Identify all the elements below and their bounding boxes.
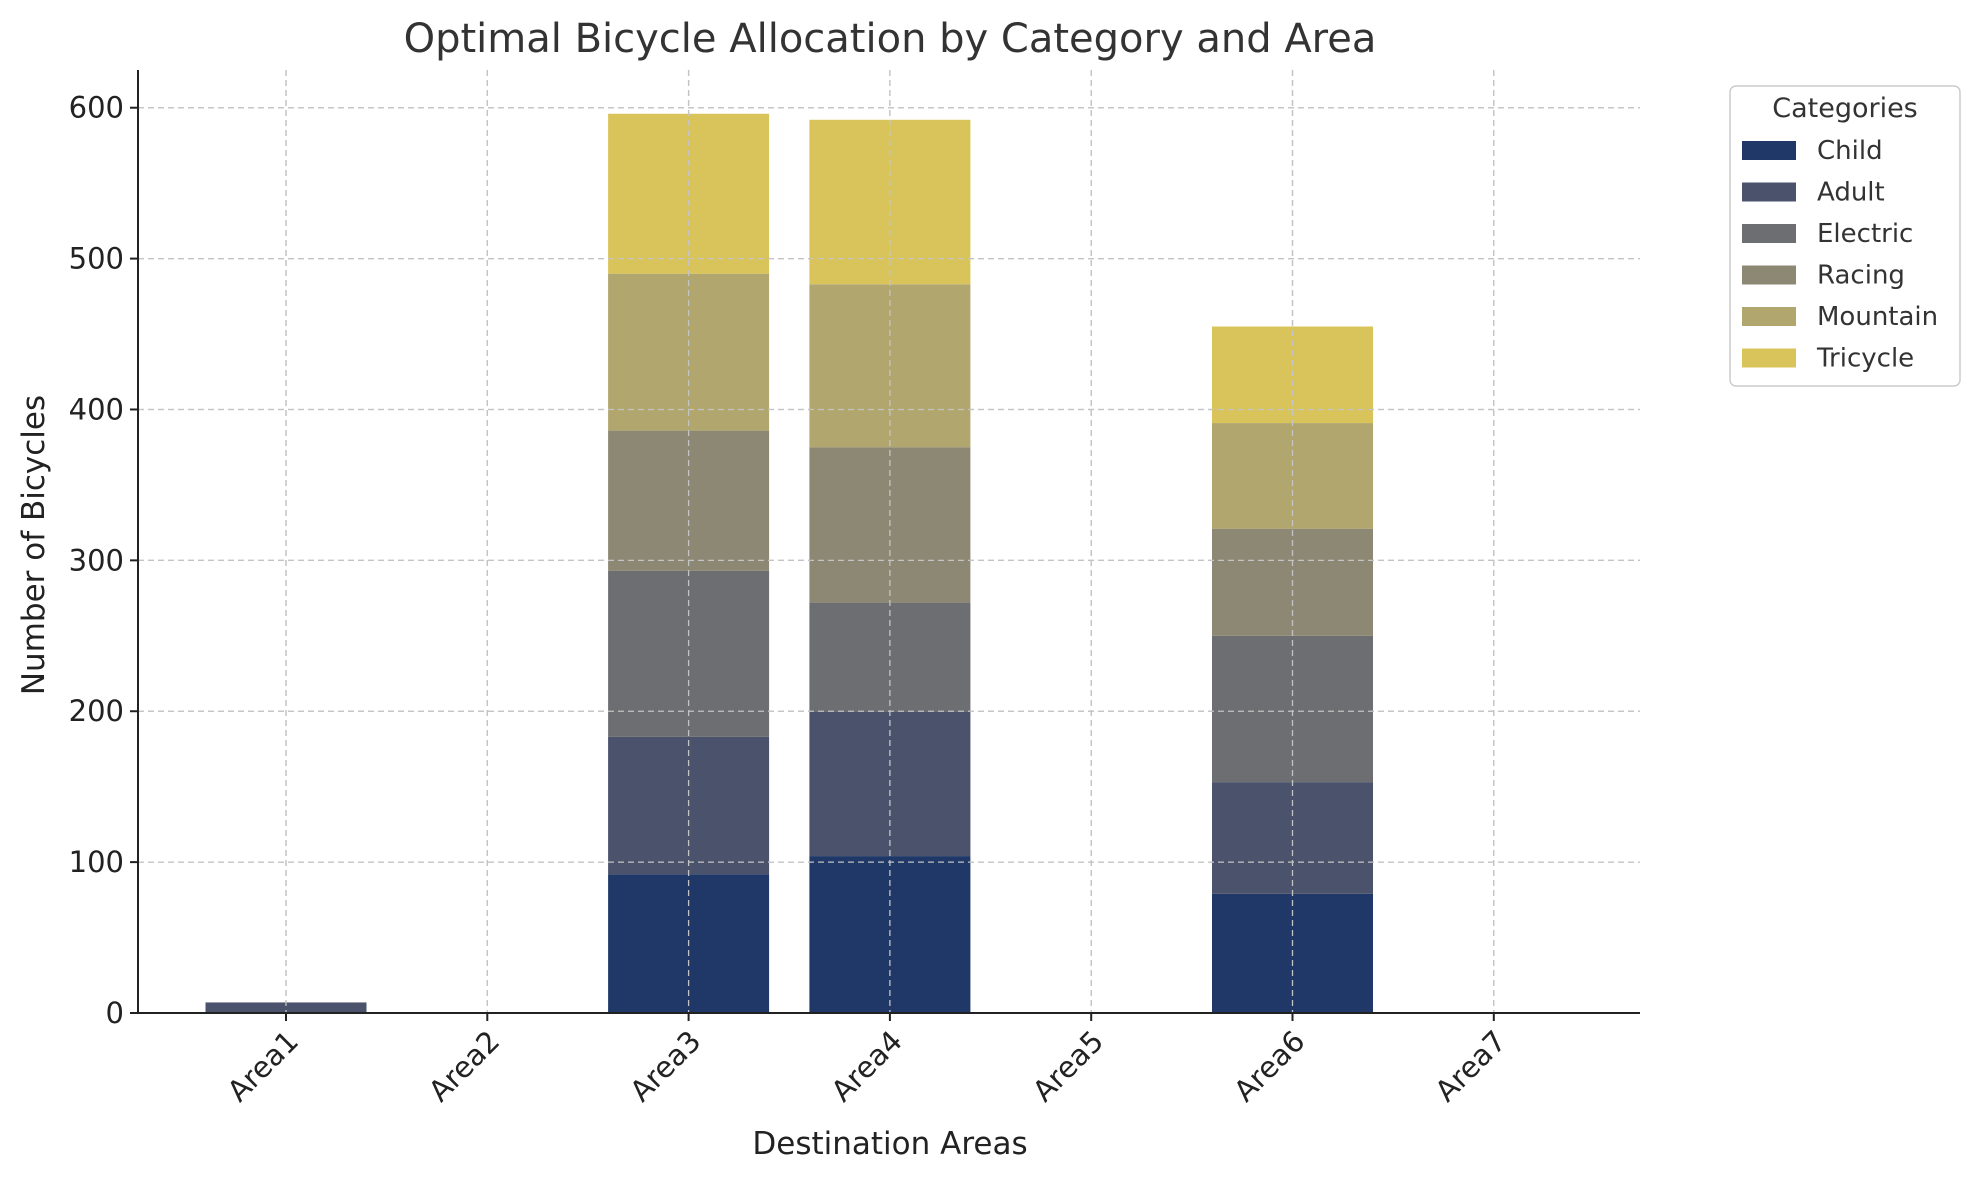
bars-layer — [138, 70, 1640, 1014]
y-tick-label-100: 100 — [69, 845, 124, 879]
x-axis-label: Destination Areas — [752, 1126, 1027, 1162]
y-tick-label-500: 500 — [69, 242, 124, 276]
x-tick-label-Area3: Area3 — [623, 1024, 707, 1108]
legend-label-adult: Adult — [1817, 178, 1885, 208]
bar-area1-adult — [205, 1002, 367, 1013]
legend-label-tricycle: Tricycle — [1816, 344, 1914, 374]
x-tick-label-Area5: Area5 — [1026, 1024, 1110, 1108]
y-tick-label-300: 300 — [69, 543, 124, 577]
legend-swatch-electric — [1742, 224, 1796, 243]
y-tick-label-200: 200 — [69, 694, 124, 728]
legend-swatch-adult — [1742, 182, 1796, 202]
legend-label-mountain: Mountain — [1817, 302, 1938, 332]
legend-label-racing: Racing — [1817, 261, 1905, 291]
bar-area6-adult — [1212, 782, 1373, 894]
x-tick-label-Area1: Area1 — [221, 1024, 305, 1108]
y-tick-label-0: 0 — [106, 996, 124, 1030]
y-axis-label: Number of Bicycles — [16, 395, 52, 695]
y-tick-label-400: 400 — [69, 392, 124, 426]
x-tick-label-Area4: Area4 — [825, 1024, 909, 1108]
legend-title: Categories — [1772, 93, 1918, 124]
x-tick-label-Area2: Area2 — [422, 1024, 506, 1108]
y-tick-label-600: 600 — [69, 91, 124, 125]
chart-title: Optimal Bicycle Allocation by Category a… — [404, 16, 1377, 62]
legend-swatch-racing — [1742, 265, 1796, 285]
legend-label-child: Child — [1817, 136, 1883, 166]
legend-swatch-tricycle — [1742, 348, 1796, 368]
legend-swatch-mountain — [1742, 307, 1796, 326]
x-tick-label-Area6: Area6 — [1227, 1024, 1311, 1108]
x-tick-label-Area7: Area7 — [1428, 1024, 1512, 1108]
legend-swatch-child — [1742, 141, 1796, 160]
legend-entries: Child Adult Electric Racing Mountain Tricycle — [1742, 136, 1938, 374]
legend: Categories Child Adult Electric Racing Mount… — [1729, 85, 1961, 387]
legend-label-electric: Electric — [1817, 219, 1913, 249]
